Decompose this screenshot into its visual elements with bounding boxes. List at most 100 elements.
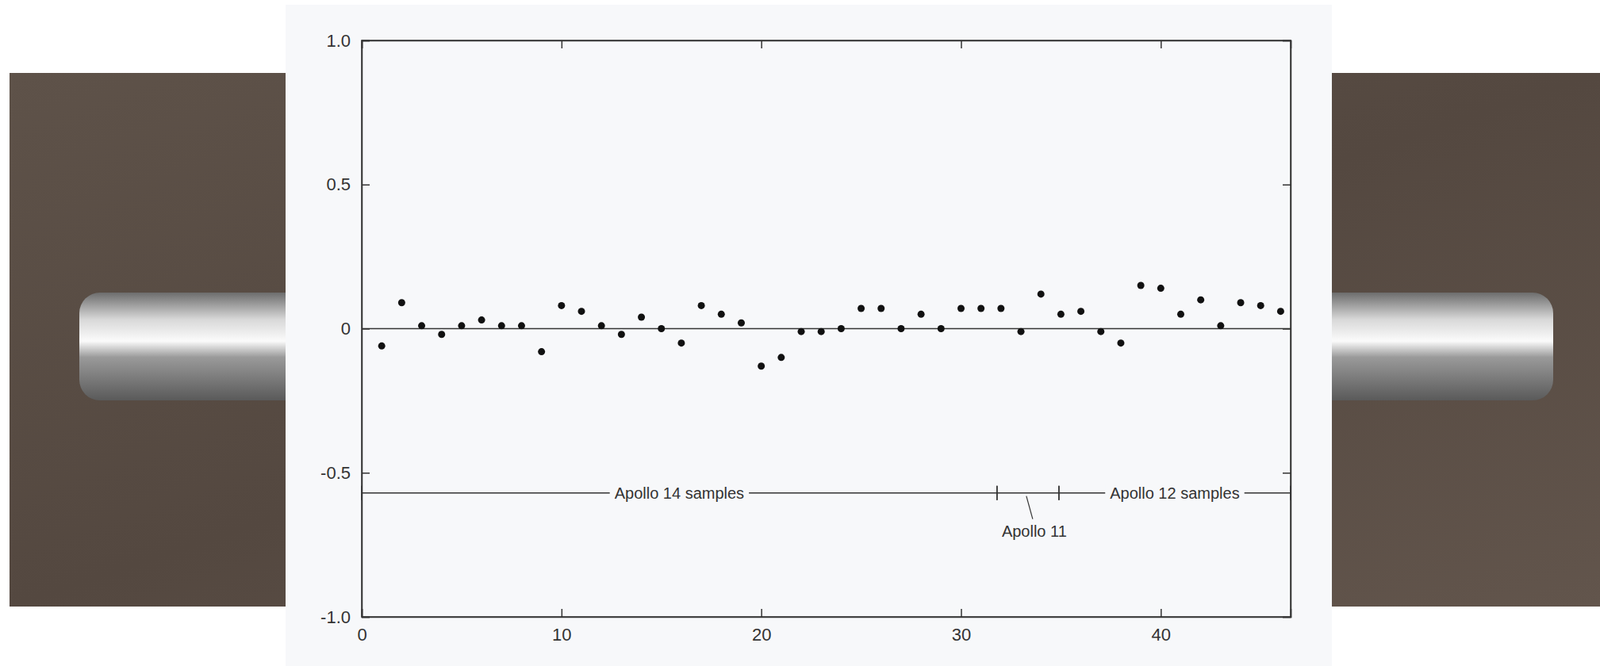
data-point: [1137, 281, 1145, 289]
tick-mark: [561, 609, 564, 618]
data-point: [1216, 322, 1224, 330]
data-point: [1057, 310, 1065, 319]
tick: -0.5: [320, 463, 370, 484]
data-point: [1097, 328, 1105, 336]
range-line: [997, 492, 1059, 495]
data-point: [498, 322, 506, 330]
data-point: [657, 325, 665, 333]
data-point: [937, 325, 945, 333]
data-point: [877, 305, 885, 313]
data-point: [737, 319, 745, 327]
data-point: [1017, 328, 1025, 336]
annotation-label: Apollo 14 samples: [614, 484, 745, 503]
data-point: [1037, 290, 1045, 298]
range-end: [1058, 486, 1060, 501]
axis-line: [362, 609, 1292, 618]
metal-cylinder-right: [1300, 292, 1554, 401]
tick-label: 40: [1151, 625, 1171, 645]
axis-line: [362, 41, 1292, 50]
tick-mark: [760, 40, 763, 49]
label-patch: [610, 483, 749, 503]
data-point: [1237, 299, 1245, 307]
data-point: [1116, 339, 1125, 347]
data-point: [1077, 307, 1085, 315]
tick-mark: [760, 609, 763, 618]
metal-cylinder-left: [79, 292, 318, 401]
tick: [1282, 40, 1291, 42]
data-point: [698, 302, 706, 310]
data-point: [817, 328, 825, 336]
label-patch: [1105, 483, 1244, 503]
tick: 20: [752, 609, 772, 645]
tick-label: -1.0: [320, 607, 351, 628]
data-point: [837, 325, 845, 333]
leader-line: [1026, 496, 1033, 520]
range-annotation: Apollo 11: [997, 486, 1067, 541]
tick-mark: [1160, 40, 1163, 49]
tick-label: 0: [356, 625, 367, 645]
plot-area: [361, 281, 1291, 370]
data-point: [617, 330, 626, 338]
data-point: [957, 305, 965, 313]
data-point: [857, 305, 865, 313]
data-point: [977, 305, 985, 313]
range-annotation: Apollo 12 samples: [1058, 483, 1291, 503]
data-point: [478, 316, 486, 324]
data-point: [398, 299, 406, 307]
data-point: [598, 322, 606, 330]
data-point: [897, 325, 905, 333]
annotations: Apollo 14 samples Apollo 11 Apollo 12 samp…: [361, 483, 1291, 541]
data-point: [517, 322, 526, 330]
tick-mark: [960, 40, 963, 49]
tick: 40: [1151, 609, 1171, 645]
data-point: [557, 302, 565, 310]
data-point: [537, 348, 545, 356]
tick: [1282, 617, 1291, 618]
tick: -1.0: [320, 607, 370, 628]
data-point: [717, 310, 726, 319]
tick-mark: [1282, 40, 1291, 43]
data-point: [798, 328, 806, 336]
tick-mark: [1160, 609, 1163, 618]
data-point: [757, 362, 765, 370]
tick-mark: [1282, 617, 1291, 619]
tick-label: 10: [552, 625, 572, 645]
data-point: [637, 313, 645, 321]
x-axis-top: [362, 40, 1292, 49]
tick-label: 30: [951, 625, 971, 645]
data-point: [997, 305, 1005, 313]
data-point: [1277, 307, 1285, 315]
data-point: [917, 310, 925, 319]
tick-label: 1.0: [326, 30, 351, 51]
range-end: [996, 486, 998, 501]
range-end: [1058, 486, 1060, 501]
data-point: [378, 342, 386, 350]
data-point: [457, 322, 465, 330]
data-point: [1257, 302, 1265, 310]
tick-mark: [361, 617, 370, 619]
x-axis: 0 10 20 30 40: [356, 609, 1291, 645]
tick-label: -0.5: [320, 463, 351, 484]
data-point: [578, 307, 586, 315]
tick-mark: [361, 184, 370, 187]
range-annotation: Apollo 14 samples: [361, 483, 998, 503]
data-point: [437, 330, 446, 338]
range-end: [996, 486, 998, 501]
data-point: [1157, 284, 1165, 292]
tick-mark: [561, 40, 564, 49]
tick: [1282, 472, 1291, 474]
tick-mark: [361, 40, 370, 43]
tick-mark: [361, 472, 370, 475]
tick: 0.5: [326, 174, 370, 195]
data-point: [418, 322, 426, 330]
tick-label: 0.5: [326, 174, 351, 195]
range-end: [1289, 486, 1292, 501]
annotation-label: Apollo 11: [1001, 522, 1067, 541]
tick: 1.0: [326, 30, 370, 51]
tick: 10: [552, 609, 572, 645]
chart-panel: [285, 4, 1332, 666]
plot-frame: [361, 40, 1291, 618]
tick-mark: [1282, 472, 1291, 475]
data-point: [677, 339, 685, 347]
tick-mark: [1282, 184, 1291, 187]
